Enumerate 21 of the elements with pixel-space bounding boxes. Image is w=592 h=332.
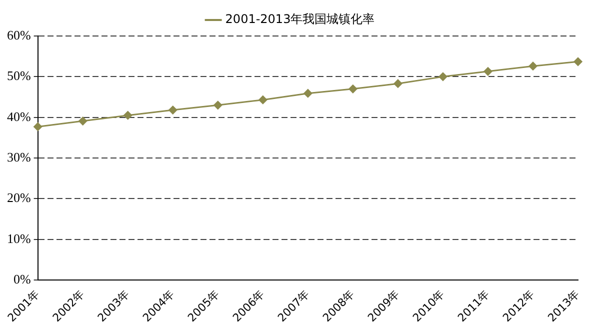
point (214, 100, 222, 110)
y-tick-label: 30% (6, 149, 31, 164)
y-tick-label: 20% (6, 190, 31, 206)
y-tick-label: 50% (6, 68, 31, 84)
point (348, 84, 358, 94)
point (304, 89, 312, 98)
point (258, 96, 268, 104)
point (34, 122, 42, 131)
point (484, 67, 492, 76)
point (124, 111, 132, 120)
point (528, 62, 538, 70)
point (168, 106, 178, 114)
legend-label: 2001-2013年我国城镇化率 (225, 12, 375, 26)
y-tick-label: 60% (6, 27, 31, 42)
point (438, 72, 448, 81)
point (574, 57, 582, 66)
point (78, 116, 88, 126)
y-tick-label: 40% (6, 108, 31, 124)
point (394, 79, 402, 88)
y-tick-label: 0% (13, 272, 31, 287)
y-tick-label: 10% (6, 230, 31, 246)
